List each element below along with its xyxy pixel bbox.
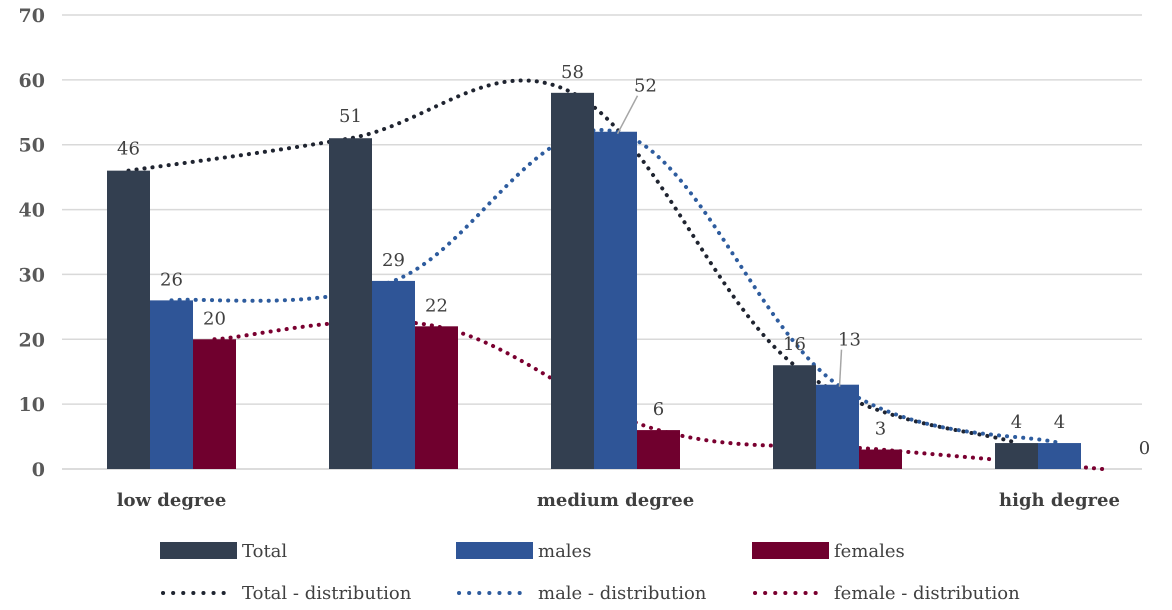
data-label-total: 16	[783, 334, 806, 355]
legend-swatch-males	[456, 542, 533, 559]
data-label-females: 22	[425, 295, 448, 316]
legend-label-female-distribution: female - distribution	[834, 583, 1020, 604]
bar-females	[415, 326, 458, 469]
bar-males	[372, 280, 415, 469]
data-label-males: 26	[160, 269, 183, 290]
leader-line	[838, 349, 843, 387]
y-axis: 0 10 20 30 40 50 60 70	[19, 5, 45, 481]
legend-label-total-distribution: Total - distribution	[242, 583, 412, 604]
trendline-female-distribution	[212, 319, 1105, 471]
bar-males	[816, 384, 859, 469]
data-label-total: 46	[117, 139, 140, 160]
data-label-males: 52	[634, 76, 657, 97]
y-tick-label: 10	[19, 394, 45, 416]
data-label-total: 51	[339, 106, 362, 127]
trendline-total-distribution	[126, 78, 1019, 446]
x-axis: low degree medium degree high degree	[117, 490, 1120, 511]
bar-females	[859, 449, 902, 469]
bar-total	[329, 138, 372, 469]
data-label-females: 20	[203, 308, 226, 329]
data-label-females: 6	[653, 399, 664, 420]
leader-lines	[616, 95, 843, 387]
bar-total	[995, 443, 1038, 469]
data-label-total: 4	[1011, 412, 1022, 433]
bar-females	[637, 430, 680, 469]
data-labels: 46 51 58 16 4 26 29 52 13 4 20 22 6 3 0	[117, 62, 1150, 459]
y-tick-label: 60	[19, 70, 45, 92]
data-label-males: 13	[838, 330, 861, 351]
category-label: high degree	[999, 490, 1120, 511]
bar-females	[193, 339, 236, 469]
data-label-males: 4	[1054, 412, 1065, 433]
y-tick-label: 20	[19, 329, 45, 351]
legend-label-females: females	[834, 541, 905, 562]
y-tick-label: 30	[19, 264, 45, 286]
legend-swatch-total	[160, 542, 237, 559]
bar-males	[1038, 443, 1081, 469]
y-tick-label: 40	[19, 200, 45, 222]
leader-line	[616, 95, 639, 135]
bar-males	[150, 300, 193, 469]
y-tick-label: 70	[19, 5, 45, 27]
data-label-females: 0	[1139, 438, 1150, 459]
category-label: medium degree	[537, 490, 694, 511]
bar-males	[594, 131, 637, 469]
data-label-total: 58	[561, 62, 584, 83]
data-label-males: 29	[382, 250, 405, 271]
bars	[107, 92, 1081, 469]
legend: Total males females Total - distribution mal…	[160, 541, 1020, 604]
category-label: low degree	[117, 490, 227, 511]
legend-label-males: males	[538, 541, 591, 562]
bar-total	[107, 170, 150, 469]
legend-label-total: Total	[242, 541, 287, 562]
legend-label-male-distribution: male - distribution	[538, 583, 707, 604]
data-label-females: 3	[875, 419, 886, 440]
y-tick-label: 50	[19, 135, 45, 157]
y-tick-label: 0	[32, 459, 45, 481]
legend-swatch-females	[752, 542, 829, 559]
bar-total	[551, 92, 594, 469]
bar-total	[773, 365, 816, 469]
